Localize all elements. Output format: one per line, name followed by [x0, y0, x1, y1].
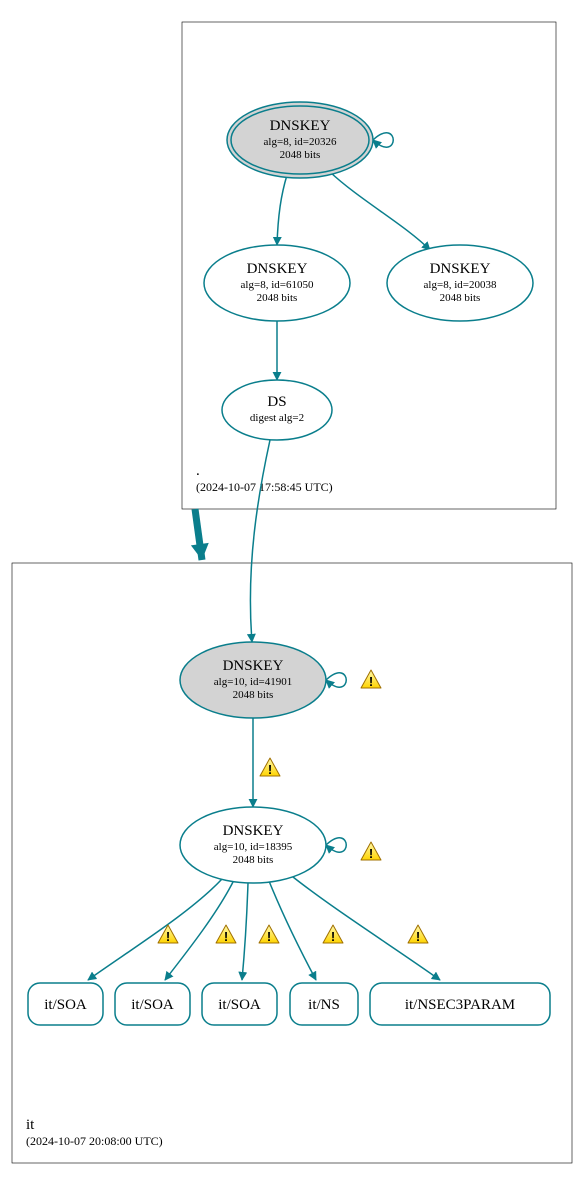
- edge: [242, 883, 248, 980]
- edge: [269, 881, 316, 980]
- node-it_soa3: it/SOA: [202, 983, 277, 1025]
- node-root_ksk: DNSKEY alg=8, id=203262048 bits: [227, 102, 373, 178]
- node-subline: 2048 bits: [233, 854, 274, 866]
- node-subline: alg=8, id=61050: [241, 279, 314, 291]
- svg-text:!: !: [331, 929, 335, 944]
- rrset-label: it/SOA: [218, 997, 261, 1013]
- svg-text:!: !: [369, 674, 373, 689]
- node-title: DNSKEY: [223, 658, 284, 674]
- node-title: DNSKEY: [430, 261, 491, 277]
- node-subline: digest alg=2: [250, 412, 304, 424]
- node-title: DNSKEY: [270, 118, 331, 134]
- nodes-layer: DNSKEYalg=8, id=203262048 bitsDNSKEYalg=…: [28, 102, 550, 1025]
- warning-icon: !: [408, 925, 428, 944]
- warning-icon: !: [216, 925, 236, 944]
- svg-text:!: !: [416, 929, 420, 944]
- edge: [373, 133, 393, 147]
- node-it_ns: it/NS: [290, 983, 358, 1025]
- edge: [326, 673, 346, 687]
- node-it_zsk: DNSKEY alg=10, id=183952048 bits: [180, 807, 326, 883]
- rrset-label: it/NS: [308, 997, 340, 1013]
- edge: [330, 172, 430, 250]
- warning-icon: !: [259, 925, 279, 944]
- zone-timestamp-root: (2024-10-07 17:58:45 UTC): [196, 480, 333, 494]
- node-subline: alg=8, id=20038: [424, 279, 497, 291]
- svg-text:!: !: [166, 929, 170, 944]
- node-it_n3p: it/NSEC3PARAM: [370, 983, 550, 1025]
- edge: [250, 440, 270, 642]
- zone-name-it: it: [26, 1117, 35, 1133]
- warning-icon: !: [323, 925, 343, 944]
- node-root_zsk: DNSKEY alg=8, id=610502048 bits: [204, 245, 350, 321]
- warning-icon: !: [158, 925, 178, 944]
- edge: [88, 879, 222, 980]
- node-title: DNSKEY: [247, 261, 308, 277]
- node-subline: 2048 bits: [440, 292, 481, 304]
- edge: [277, 175, 287, 245]
- svg-text:!: !: [369, 846, 373, 861]
- node-title: DS: [267, 394, 286, 410]
- node-root_key3: DNSKEY alg=8, id=200382048 bits: [387, 245, 533, 321]
- node-subline: 2048 bits: [280, 149, 321, 161]
- zone-timestamp-it: (2024-10-07 20:08:00 UTC): [26, 1134, 163, 1148]
- node-subline: 2048 bits: [257, 292, 298, 304]
- rrset-label: it/NSEC3PARAM: [405, 997, 515, 1013]
- edge: [326, 838, 346, 852]
- node-subline: alg=10, id=41901: [214, 676, 292, 688]
- rrset-label: it/SOA: [131, 997, 174, 1013]
- warning-icon: !: [260, 758, 280, 777]
- rrset-label: it/SOA: [44, 997, 87, 1013]
- svg-text:!: !: [267, 929, 271, 944]
- dnssec-diagram: .(2024-10-07 17:58:45 UTC) it(2024-10-07 …: [0, 0, 584, 1183]
- warning-icon: !: [361, 842, 381, 861]
- svg-text:!: !: [268, 762, 272, 777]
- node-root_ds: DS digest alg=2: [222, 380, 332, 440]
- node-subline: alg=8, id=20326: [264, 136, 337, 148]
- node-it_soa2: it/SOA: [115, 983, 190, 1025]
- node-title: DNSKEY: [223, 823, 284, 839]
- node-it_ksk: DNSKEY alg=10, id=419012048 bits: [180, 642, 326, 718]
- zone-name-root: .: [196, 463, 200, 479]
- node-subline: 2048 bits: [233, 689, 274, 701]
- node-it_soa1: it/SOA: [28, 983, 103, 1025]
- svg-text:!: !: [224, 929, 228, 944]
- node-subline: alg=10, id=18395: [214, 841, 293, 853]
- warning-icon: !: [361, 670, 381, 689]
